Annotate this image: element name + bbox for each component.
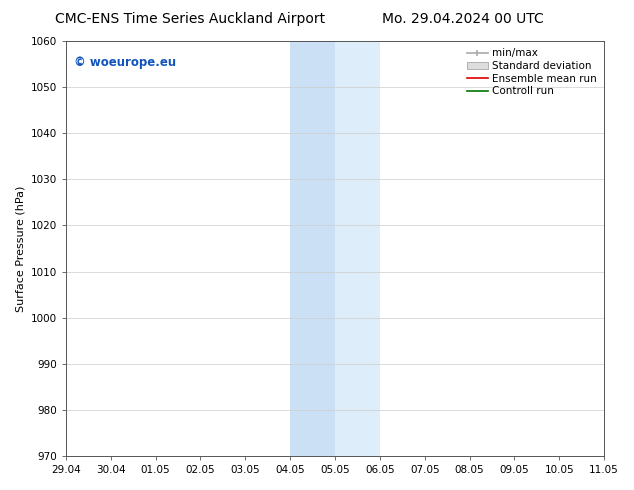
Text: © woeurope.eu: © woeurope.eu [74, 55, 176, 69]
Text: CMC-ENS Time Series Auckland Airport: CMC-ENS Time Series Auckland Airport [55, 12, 325, 26]
Legend: min/max, Standard deviation, Ensemble mean run, Controll run: min/max, Standard deviation, Ensemble me… [465, 46, 599, 98]
Text: Mo. 29.04.2024 00 UTC: Mo. 29.04.2024 00 UTC [382, 12, 544, 26]
Bar [335, 41, 380, 456]
Bar [290, 41, 335, 456]
Y-axis label: Surface Pressure (hPa): Surface Pressure (hPa) [15, 185, 25, 312]
